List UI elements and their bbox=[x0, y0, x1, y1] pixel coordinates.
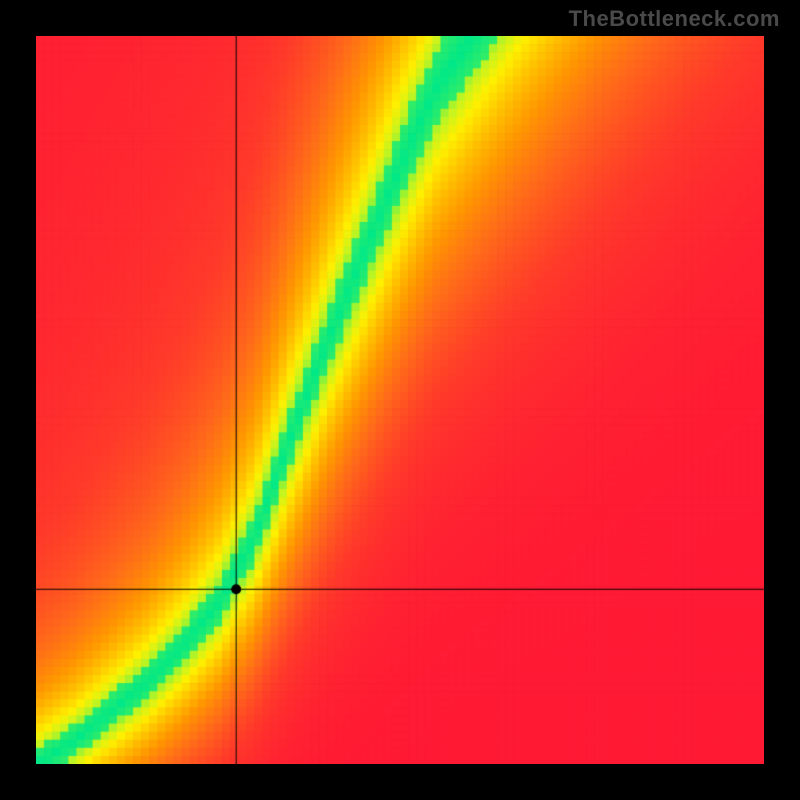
watermark-text: TheBottleneck.com bbox=[569, 6, 780, 32]
chart-frame: TheBottleneck.com bbox=[0, 0, 800, 800]
bottleneck-heatmap bbox=[36, 36, 764, 764]
